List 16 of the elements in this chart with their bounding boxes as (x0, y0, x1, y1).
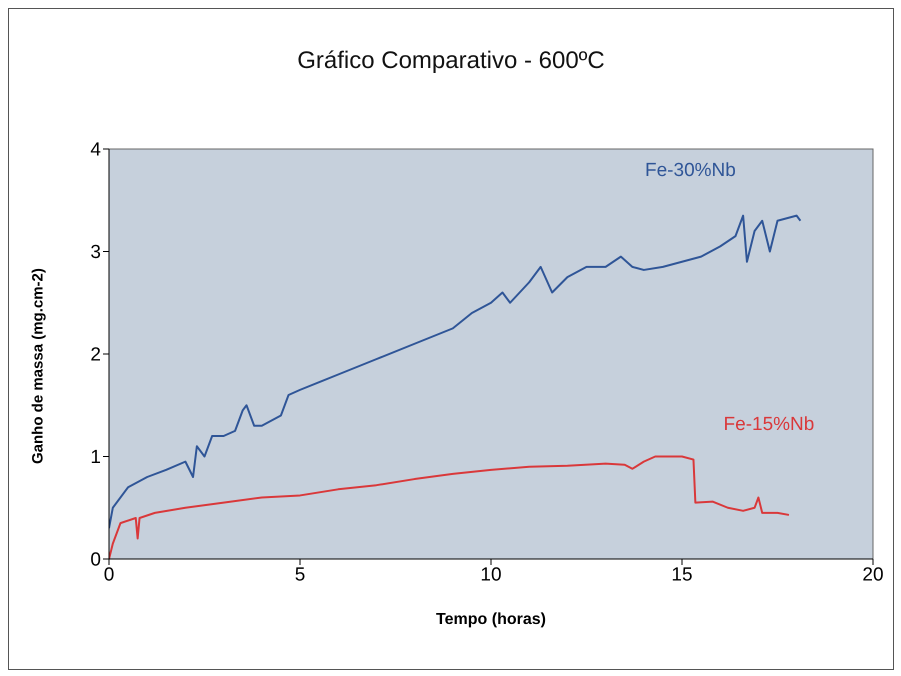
text: Fe-15%Nb (724, 414, 814, 435)
y-tick-label: 3 (90, 242, 101, 264)
x-tick-label: 5 (294, 564, 306, 586)
line-series (109, 456, 790, 559)
y-tick-label: 1 (90, 447, 101, 468)
y-tick-label: 2 (90, 344, 101, 366)
x-tick-label: 20 (862, 564, 884, 586)
x-tick-label: 0 (104, 564, 114, 586)
x-tick-label: 10 (480, 564, 502, 586)
x-axis-title: Tempo (horas) (436, 611, 546, 628)
x-tick-label: 15 (671, 564, 693, 586)
y-axis-title: Ganho de massa (mg.cm-2) (29, 268, 46, 464)
series-label: Fe-30%Nb (645, 160, 736, 181)
y-tick-label: 0 (90, 550, 101, 571)
chart-title: Gráfico Comparativo - 600ºC (296, 47, 606, 75)
y-tick-label: 4 (90, 140, 102, 161)
